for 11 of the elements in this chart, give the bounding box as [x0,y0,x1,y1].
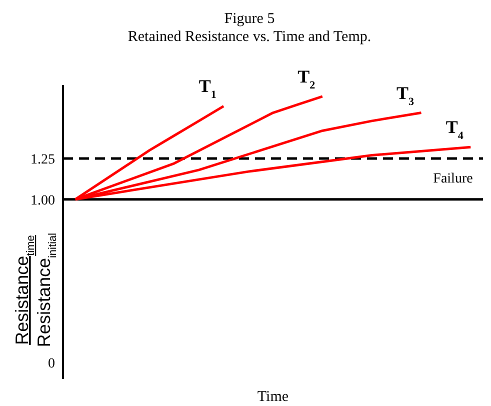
chart-subtitle: Retained Resistance vs. Time and Temp. [126,28,372,46]
ref-line-label: Failure [433,172,473,186]
y-tick-label: 0 [48,356,55,372]
series-label: T$_{2}$ [298,66,316,92]
x-axis-title: Time [256,389,290,406]
series-label: T$_{1}$ [198,76,216,102]
series-label: T$_{3}$ [396,82,414,108]
y-tick-label: 1.00 [30,193,55,208]
y-tick-label: 1.25 [30,152,55,168]
chart-title: Figure 5 [223,10,276,28]
series-label: T$_{4}$ [446,117,464,142]
